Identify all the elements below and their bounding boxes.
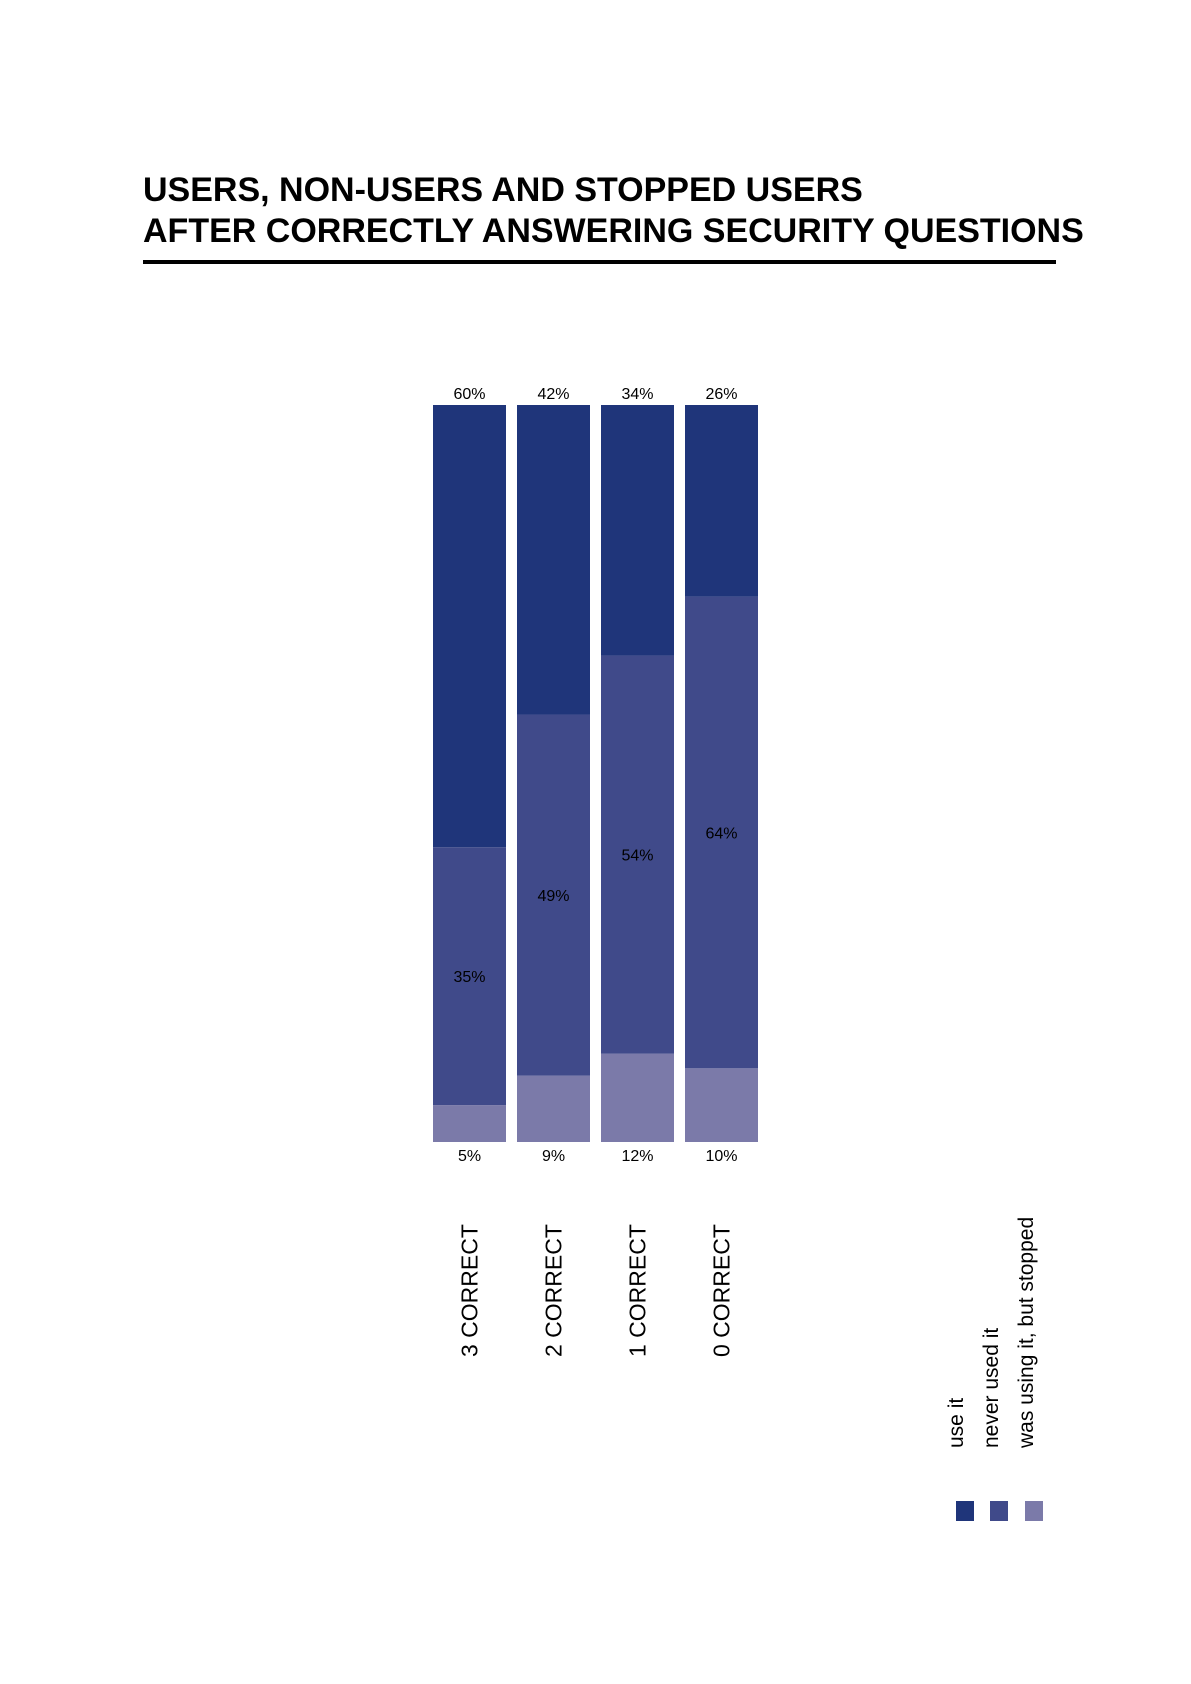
bar-never-used-it-2-correct — [517, 714, 590, 1076]
bar-never-used-it-0-correct — [685, 596, 758, 1069]
bar-use-it-2-correct — [517, 405, 590, 715]
chart-title-line-1: USERS, NON-USERS AND STOPPED USERS — [143, 171, 863, 209]
chart-title-line-2: AFTER CORRECTLY ANSWERING SECURITY QUEST… — [143, 212, 1084, 250]
x-tick-label-2-correct: 2 CORRECT — [541, 1224, 567, 1357]
data-label-was-using-it-but-stopped-2-correct: 9% — [542, 1148, 565, 1165]
data-label-was-using-it-but-stopped-1-correct: 12% — [621, 1148, 653, 1165]
bar-was-using-it-but-stopped-1-correct — [601, 1053, 674, 1142]
data-label-was-using-it-but-stopped-3-correct: 5% — [458, 1148, 481, 1165]
bar-never-used-it-3-correct — [433, 847, 506, 1106]
x-tick-label-0-correct: 0 CORRECT — [709, 1224, 735, 1357]
legend-swatch-never-used-it — [990, 1501, 1008, 1521]
data-label-use-it-1-correct: 34% — [621, 386, 653, 403]
data-label-never-used-it-2-correct: 49% — [537, 888, 569, 905]
bar-use-it-3-correct — [433, 405, 506, 848]
x-tick-label-3-correct: 3 CORRECT — [457, 1224, 483, 1357]
bar-use-it-1-correct — [601, 405, 674, 656]
data-label-never-used-it-0-correct: 64% — [705, 825, 737, 842]
legend-swatch-was-using-it-but-stopped — [1025, 1501, 1043, 1521]
data-label-use-it-2-correct: 42% — [537, 386, 569, 403]
legend-swatch-use-it — [956, 1501, 974, 1521]
data-label-never-used-it-3-correct: 35% — [453, 969, 485, 986]
data-label-was-using-it-but-stopped-0-correct: 10% — [705, 1148, 737, 1165]
title-underline — [143, 260, 1056, 264]
chart-title: USERS, NON-USERS AND STOPPED USERS AFTER… — [143, 170, 1084, 252]
data-label-use-it-0-correct: 26% — [705, 386, 737, 403]
bar-was-using-it-but-stopped-2-correct — [517, 1075, 590, 1142]
bar-was-using-it-but-stopped-3-correct — [433, 1105, 506, 1142]
data-label-never-used-it-1-correct: 54% — [621, 848, 653, 865]
x-tick-label-1-correct: 1 CORRECT — [625, 1224, 651, 1357]
bar-never-used-it-1-correct — [601, 655, 674, 1054]
bar-use-it-0-correct — [685, 405, 758, 597]
bar-was-using-it-but-stopped-0-correct — [685, 1068, 758, 1142]
data-label-use-it-3-correct: 60% — [453, 386, 485, 403]
